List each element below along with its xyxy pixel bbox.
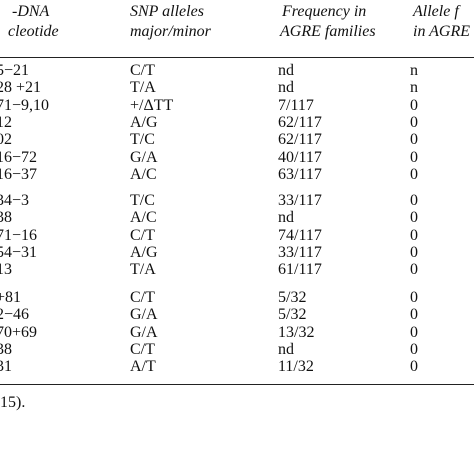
cell: 70+69	[0, 323, 38, 341]
cell: A/T	[130, 358, 156, 376]
cell: 5/32	[278, 306, 307, 324]
cell: 11/32	[278, 358, 314, 376]
cell: T/A	[130, 261, 156, 279]
cell: C/T	[130, 289, 155, 306]
cell: 40/117	[278, 148, 322, 166]
cell: 0	[410, 323, 418, 341]
cell: 0	[410, 165, 418, 183]
cell: A/C	[130, 209, 157, 227]
cell: 33/117	[278, 192, 322, 209]
cell: 0	[410, 96, 418, 114]
cell: 16−72	[0, 148, 38, 166]
header-cell: Frequency in	[282, 3, 367, 20]
cell: 0	[410, 131, 418, 149]
cell: 5−21	[0, 62, 30, 79]
cell: A/G	[130, 113, 158, 131]
header-cell: cleotide	[8, 23, 59, 40]
footer-text: 15).	[0, 394, 26, 411]
cell: 5/32	[278, 289, 307, 306]
cell: 71−9,10	[0, 96, 50, 114]
cell: 0	[410, 340, 418, 358]
bottom-rule	[0, 384, 474, 385]
cell: 0	[410, 192, 418, 209]
cell: nd	[278, 62, 294, 79]
cell: 16−37	[0, 165, 38, 183]
cell: 0	[410, 289, 418, 306]
cell: 62/117	[278, 131, 322, 149]
cell: 13/32	[278, 323, 315, 341]
cell: +/ΔTT	[130, 96, 174, 114]
cell: G/A	[130, 323, 158, 341]
cell: nd	[278, 79, 294, 97]
cell: 63/117	[278, 165, 322, 183]
header-cell: AGRE families	[280, 23, 376, 40]
cell: C/T	[130, 226, 155, 244]
cell: 38	[0, 340, 12, 358]
cell: G/A	[130, 306, 158, 324]
header-cell: Allele f	[413, 3, 459, 20]
cell: 28 +21	[0, 79, 42, 97]
cell: 0	[410, 261, 418, 279]
cell: 12	[0, 113, 12, 131]
cell: 54−31	[0, 243, 38, 261]
cell: 02	[0, 131, 12, 149]
cell: 13	[0, 261, 12, 279]
cell: 38	[0, 209, 12, 227]
header-cell: major/minor	[130, 23, 211, 40]
cell: 2−46	[0, 306, 30, 324]
cell: 0	[410, 358, 418, 376]
cell: 0	[410, 243, 418, 261]
cell: nd	[278, 340, 294, 358]
cell: 74/117	[278, 226, 322, 244]
cell: 0	[410, 113, 418, 131]
cell: 0	[410, 226, 418, 244]
cell: 0	[410, 306, 418, 324]
cell: n	[410, 62, 418, 79]
cell: 0	[410, 148, 418, 166]
cell: A/C	[130, 165, 157, 183]
header-cell: in AGRE	[413, 23, 471, 40]
cell: 34−3	[0, 192, 30, 209]
cell: n	[410, 79, 418, 97]
cell: T/C	[130, 131, 155, 149]
cell: 0	[410, 209, 418, 227]
cell: A/G	[130, 243, 158, 261]
cell: 62/117	[278, 113, 322, 131]
cell: 33/117	[278, 243, 322, 261]
cell: nd	[278, 209, 294, 227]
cell: C/T	[130, 340, 155, 358]
cell: +81	[0, 289, 22, 306]
header-rule	[0, 57, 474, 58]
cell: 7/117	[278, 96, 314, 114]
cell: 31	[0, 358, 12, 376]
cell: T/C	[130, 192, 155, 209]
cell: T/A	[130, 79, 156, 97]
cell: 71−16	[0, 226, 38, 244]
cell: G/A	[130, 148, 158, 166]
cell: C/T	[130, 62, 155, 79]
header-cell: -DNA	[12, 3, 50, 20]
cell: 61/117	[278, 261, 322, 279]
header-cell: SNP alleles	[130, 3, 204, 20]
